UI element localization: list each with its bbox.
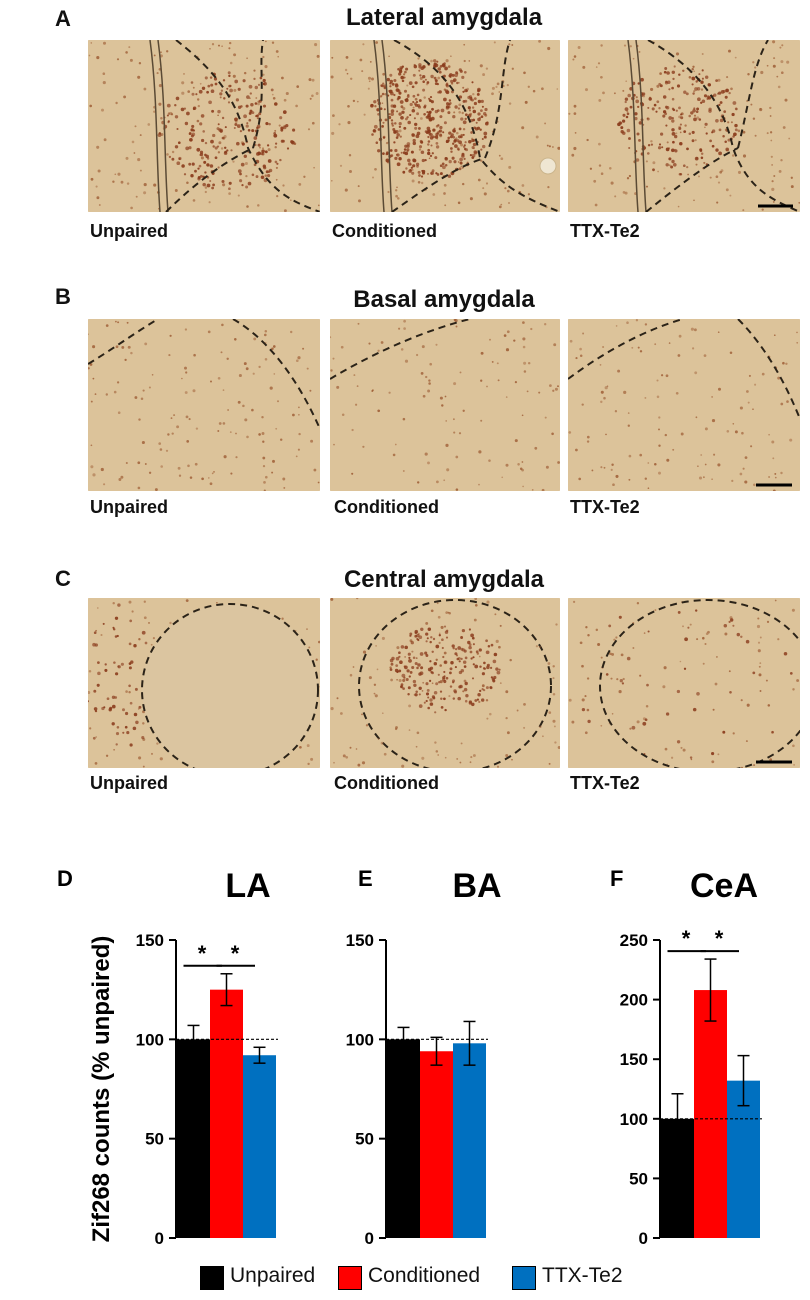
y-tick-label-d-0: 0: [155, 1229, 164, 1248]
bar-d-0: [177, 1039, 210, 1238]
y-tick-label-e-0: 0: [365, 1229, 374, 1248]
micrograph-ba-unpaired: [88, 319, 320, 491]
panel-letter-e: E: [358, 866, 373, 891]
label-ba-conditioned: Conditioned: [334, 497, 439, 517]
label-ba-ttx: TTX-Te2: [570, 497, 640, 517]
chart-title-d: LA: [225, 867, 270, 905]
micrograph-ba-conditioned: [330, 319, 560, 491]
panel-letter-a: A: [55, 6, 71, 31]
legend-swatch-conditioned: [338, 1266, 362, 1290]
y-tick-label-f-50: 50: [629, 1169, 648, 1188]
chart-title-e: BA: [452, 867, 501, 905]
row-title-central-amygdala: Central amygdala: [343, 566, 545, 593]
micrograph-cea-unpaired: [88, 598, 320, 768]
y-tick-label-d-150: 150: [136, 931, 164, 950]
row-title-lateral-amygdala: Lateral amygdala: [345, 4, 543, 31]
y-tick-label-f-0: 0: [639, 1229, 648, 1248]
bar-f-1: [694, 990, 727, 1238]
label-ba-unpaired: Unpaired: [90, 497, 169, 517]
micrograph-ba-ttx: [568, 319, 800, 491]
micrograph-la-conditioned: [330, 40, 560, 212]
micrograph-la-unpaired: [88, 40, 320, 212]
bar-d-1: [210, 989, 243, 1238]
label-la-ttx: TTX-Te2: [570, 221, 640, 241]
label-la-unpaired: Unpaired: [90, 221, 169, 241]
panel-letter-b: B: [55, 284, 71, 309]
y-tick-label-e-50: 50: [355, 1130, 374, 1149]
micrograph-cea-ttx: [568, 598, 800, 768]
panel-letter-d: D: [57, 866, 73, 891]
y-tick-label-f-150: 150: [620, 1050, 648, 1069]
y-tick-label-f-200: 200: [620, 991, 648, 1010]
y-axis-label: Zif268 counts (% unpaired): [88, 936, 115, 1243]
significance-star-f-1: *: [715, 926, 724, 951]
label-cea-ttx: TTX-Te2: [570, 773, 640, 793]
micrograph-cea-conditioned: [330, 598, 560, 768]
label-la-conditioned: Conditioned: [332, 221, 437, 241]
label-cea-unpaired: Unpaired: [90, 773, 169, 793]
label-cea-conditioned: Conditioned: [334, 773, 439, 793]
chart-f: F CeA 0 50 100 150 200 250 * *: [610, 866, 762, 1248]
bar-charts: D LA 0 50 100 150 Zif268 counts (% unpaired) * *…: [57, 866, 762, 1248]
row-title-basal-amygdala: Basal amygdala: [353, 286, 535, 313]
legend-label-ttx: TTX-Te2: [542, 1264, 623, 1287]
legend-swatch-unpaired: [200, 1266, 224, 1290]
significance-star-d-0: *: [198, 941, 207, 966]
y-tick-label-e-100: 100: [346, 1030, 374, 1049]
bar-f-2: [727, 1080, 760, 1238]
bar-e-2: [453, 1043, 486, 1238]
y-tick-label-f-250: 250: [620, 931, 648, 950]
legend-swatch-ttx: [512, 1266, 536, 1290]
chart-e: E BA 0 50 100 150: [346, 866, 502, 1248]
chart-title-f: CeA: [690, 867, 758, 905]
bar-d-2: [243, 1055, 276, 1238]
legend: Unpaired Conditioned TTX-Te2: [0, 1261, 810, 1293]
y-tick-label-d-100: 100: [136, 1030, 164, 1049]
y-tick-label-f-100: 100: [620, 1110, 648, 1129]
legend-label-unpaired: Unpaired: [230, 1264, 316, 1287]
y-tick-label-d-50: 50: [145, 1130, 164, 1149]
y-tick-label-e-150: 150: [346, 931, 374, 950]
panel-letter-f: F: [610, 866, 623, 891]
micrograph-la-ttx: [568, 40, 800, 212]
bar-e-0: [387, 1039, 420, 1238]
panel-letter-c: C: [55, 566, 71, 591]
bar-e-1: [420, 1051, 453, 1238]
chart-d: D LA 0 50 100 150 Zif268 counts (% unpaired) * *: [57, 866, 278, 1248]
significance-star-f-0: *: [682, 926, 691, 951]
significance-star-d-1: *: [231, 941, 240, 966]
legend-label-conditioned: Conditioned: [368, 1264, 481, 1287]
